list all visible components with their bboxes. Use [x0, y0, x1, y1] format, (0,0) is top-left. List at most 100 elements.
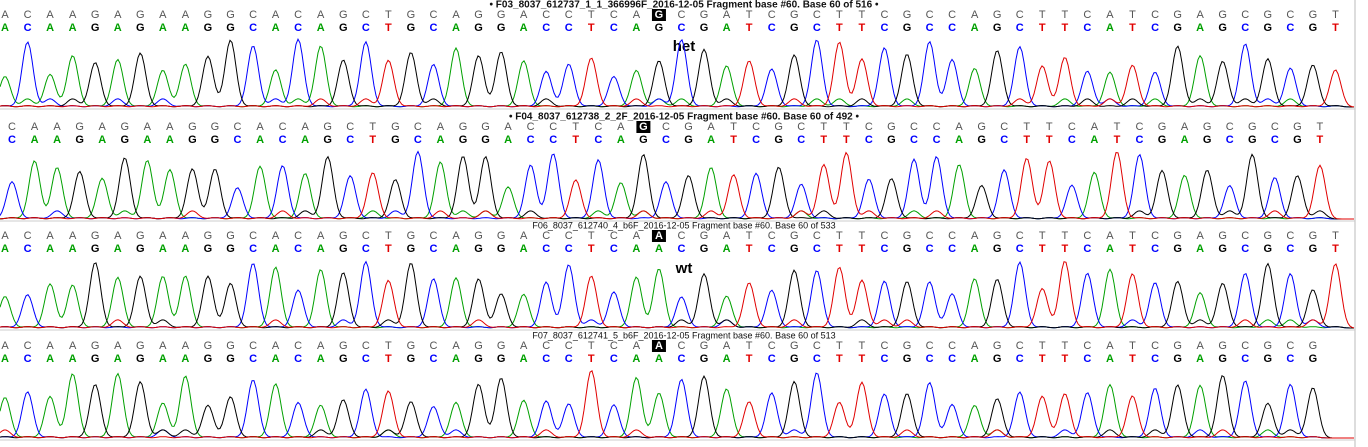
called-base: G — [339, 353, 348, 365]
called-base: G — [497, 353, 506, 365]
base-letter: T — [1061, 9, 1068, 21]
base-letter: A — [53, 121, 61, 133]
base-letter: T — [1039, 230, 1046, 242]
called-base: A — [1106, 353, 1114, 365]
called-base: G — [993, 353, 1002, 365]
base-letter: G — [226, 230, 235, 242]
base-letter: A — [317, 9, 325, 21]
called-base: A — [1106, 22, 1114, 34]
base-letter: C — [948, 9, 956, 21]
base-letter: C — [610, 340, 618, 352]
called-base: G — [903, 243, 912, 255]
base-letter: C — [933, 121, 941, 133]
base-letter: A — [655, 340, 663, 352]
base-letter: C — [1241, 340, 1249, 352]
called-base: C — [429, 22, 437, 34]
base-letter: T — [730, 121, 737, 133]
called-base: A — [723, 353, 731, 365]
called-base: A — [46, 22, 54, 34]
called-base: T — [746, 243, 753, 255]
called-base: G — [1309, 353, 1318, 365]
base-letter: A — [166, 121, 174, 133]
base-letter: G — [204, 230, 213, 242]
called-base: G — [1218, 353, 1227, 365]
called-base: G — [407, 22, 416, 34]
base-letter: C — [768, 230, 776, 242]
trace — [0, 41, 1355, 108]
base-letter: A — [1181, 121, 1189, 133]
base-letter: C — [549, 121, 557, 133]
called-base: T — [836, 22, 843, 34]
base-letter: C — [1016, 230, 1024, 242]
called-base: G — [226, 243, 235, 255]
base-letter: G — [1173, 340, 1182, 352]
base-letter: C — [926, 340, 934, 352]
base-letter: G — [497, 340, 506, 352]
called-base: C — [768, 243, 776, 255]
base-letter: T — [1114, 121, 1121, 133]
base-letter: G — [700, 340, 709, 352]
called-base: G — [1158, 134, 1167, 146]
called-base: T — [746, 353, 753, 365]
called-base: C — [948, 22, 956, 34]
called-base: C — [1151, 353, 1159, 365]
called-base: G — [1264, 22, 1273, 34]
base-letter: T — [1332, 9, 1339, 21]
called-base: A — [1181, 134, 1189, 146]
base-letter: C — [926, 9, 934, 21]
base-letter: T — [843, 121, 850, 133]
base-letter: A — [1196, 9, 1204, 21]
called-base: C — [594, 134, 602, 146]
base-letter: T — [746, 340, 753, 352]
called-base: G — [474, 243, 483, 255]
called-base: C — [1241, 353, 1249, 365]
called-base: A — [1196, 22, 1204, 34]
base-letter: G — [639, 121, 648, 133]
called-base: A — [723, 243, 731, 255]
base-letter: C — [1241, 9, 1249, 21]
base-letter: T — [1023, 121, 1030, 133]
base-letter: A — [452, 340, 460, 352]
called-base: C — [549, 134, 557, 146]
called-base: G — [339, 243, 348, 255]
called-base: A — [955, 134, 963, 146]
base-letter: G — [339, 230, 348, 242]
called-base: G — [91, 353, 100, 365]
base-letter: A — [114, 340, 122, 352]
base-letter: G — [323, 121, 332, 133]
called-base: C — [8, 134, 16, 146]
called-base: C — [1271, 134, 1279, 146]
base-letter: G — [474, 9, 483, 21]
base-letter: C — [768, 340, 776, 352]
base-letter: G — [684, 121, 693, 133]
called-base: A — [971, 22, 979, 34]
base-letter: G — [1293, 121, 1302, 133]
called-base: A — [520, 243, 528, 255]
base-letter: T — [859, 230, 866, 242]
base-letter: G — [903, 230, 912, 242]
base-letter: A — [723, 340, 731, 352]
called-base: G — [700, 243, 709, 255]
called-base: C — [610, 243, 618, 255]
called-base: T — [836, 243, 843, 255]
base-letter: A — [114, 9, 122, 21]
called-base: A — [143, 134, 151, 146]
base-letter: C — [1286, 340, 1294, 352]
base-letter: C — [948, 340, 956, 352]
base-letter: A — [182, 340, 190, 352]
base-letter: G — [1218, 230, 1227, 242]
called-base: C — [926, 353, 934, 365]
base-letter: A — [1, 9, 9, 21]
base-letter: C — [24, 340, 32, 352]
called-base: A — [1196, 353, 1204, 365]
base-letter: C — [926, 230, 934, 242]
base-letter: G — [903, 340, 912, 352]
called-base: C — [678, 22, 686, 34]
called-base: A — [452, 22, 460, 34]
base-letter: G — [136, 9, 145, 21]
base-letter: C — [865, 121, 873, 133]
called-base: G — [774, 134, 783, 146]
base-letter: A — [437, 121, 445, 133]
base-letter: A — [971, 9, 979, 21]
base-letter: C — [1083, 9, 1091, 21]
